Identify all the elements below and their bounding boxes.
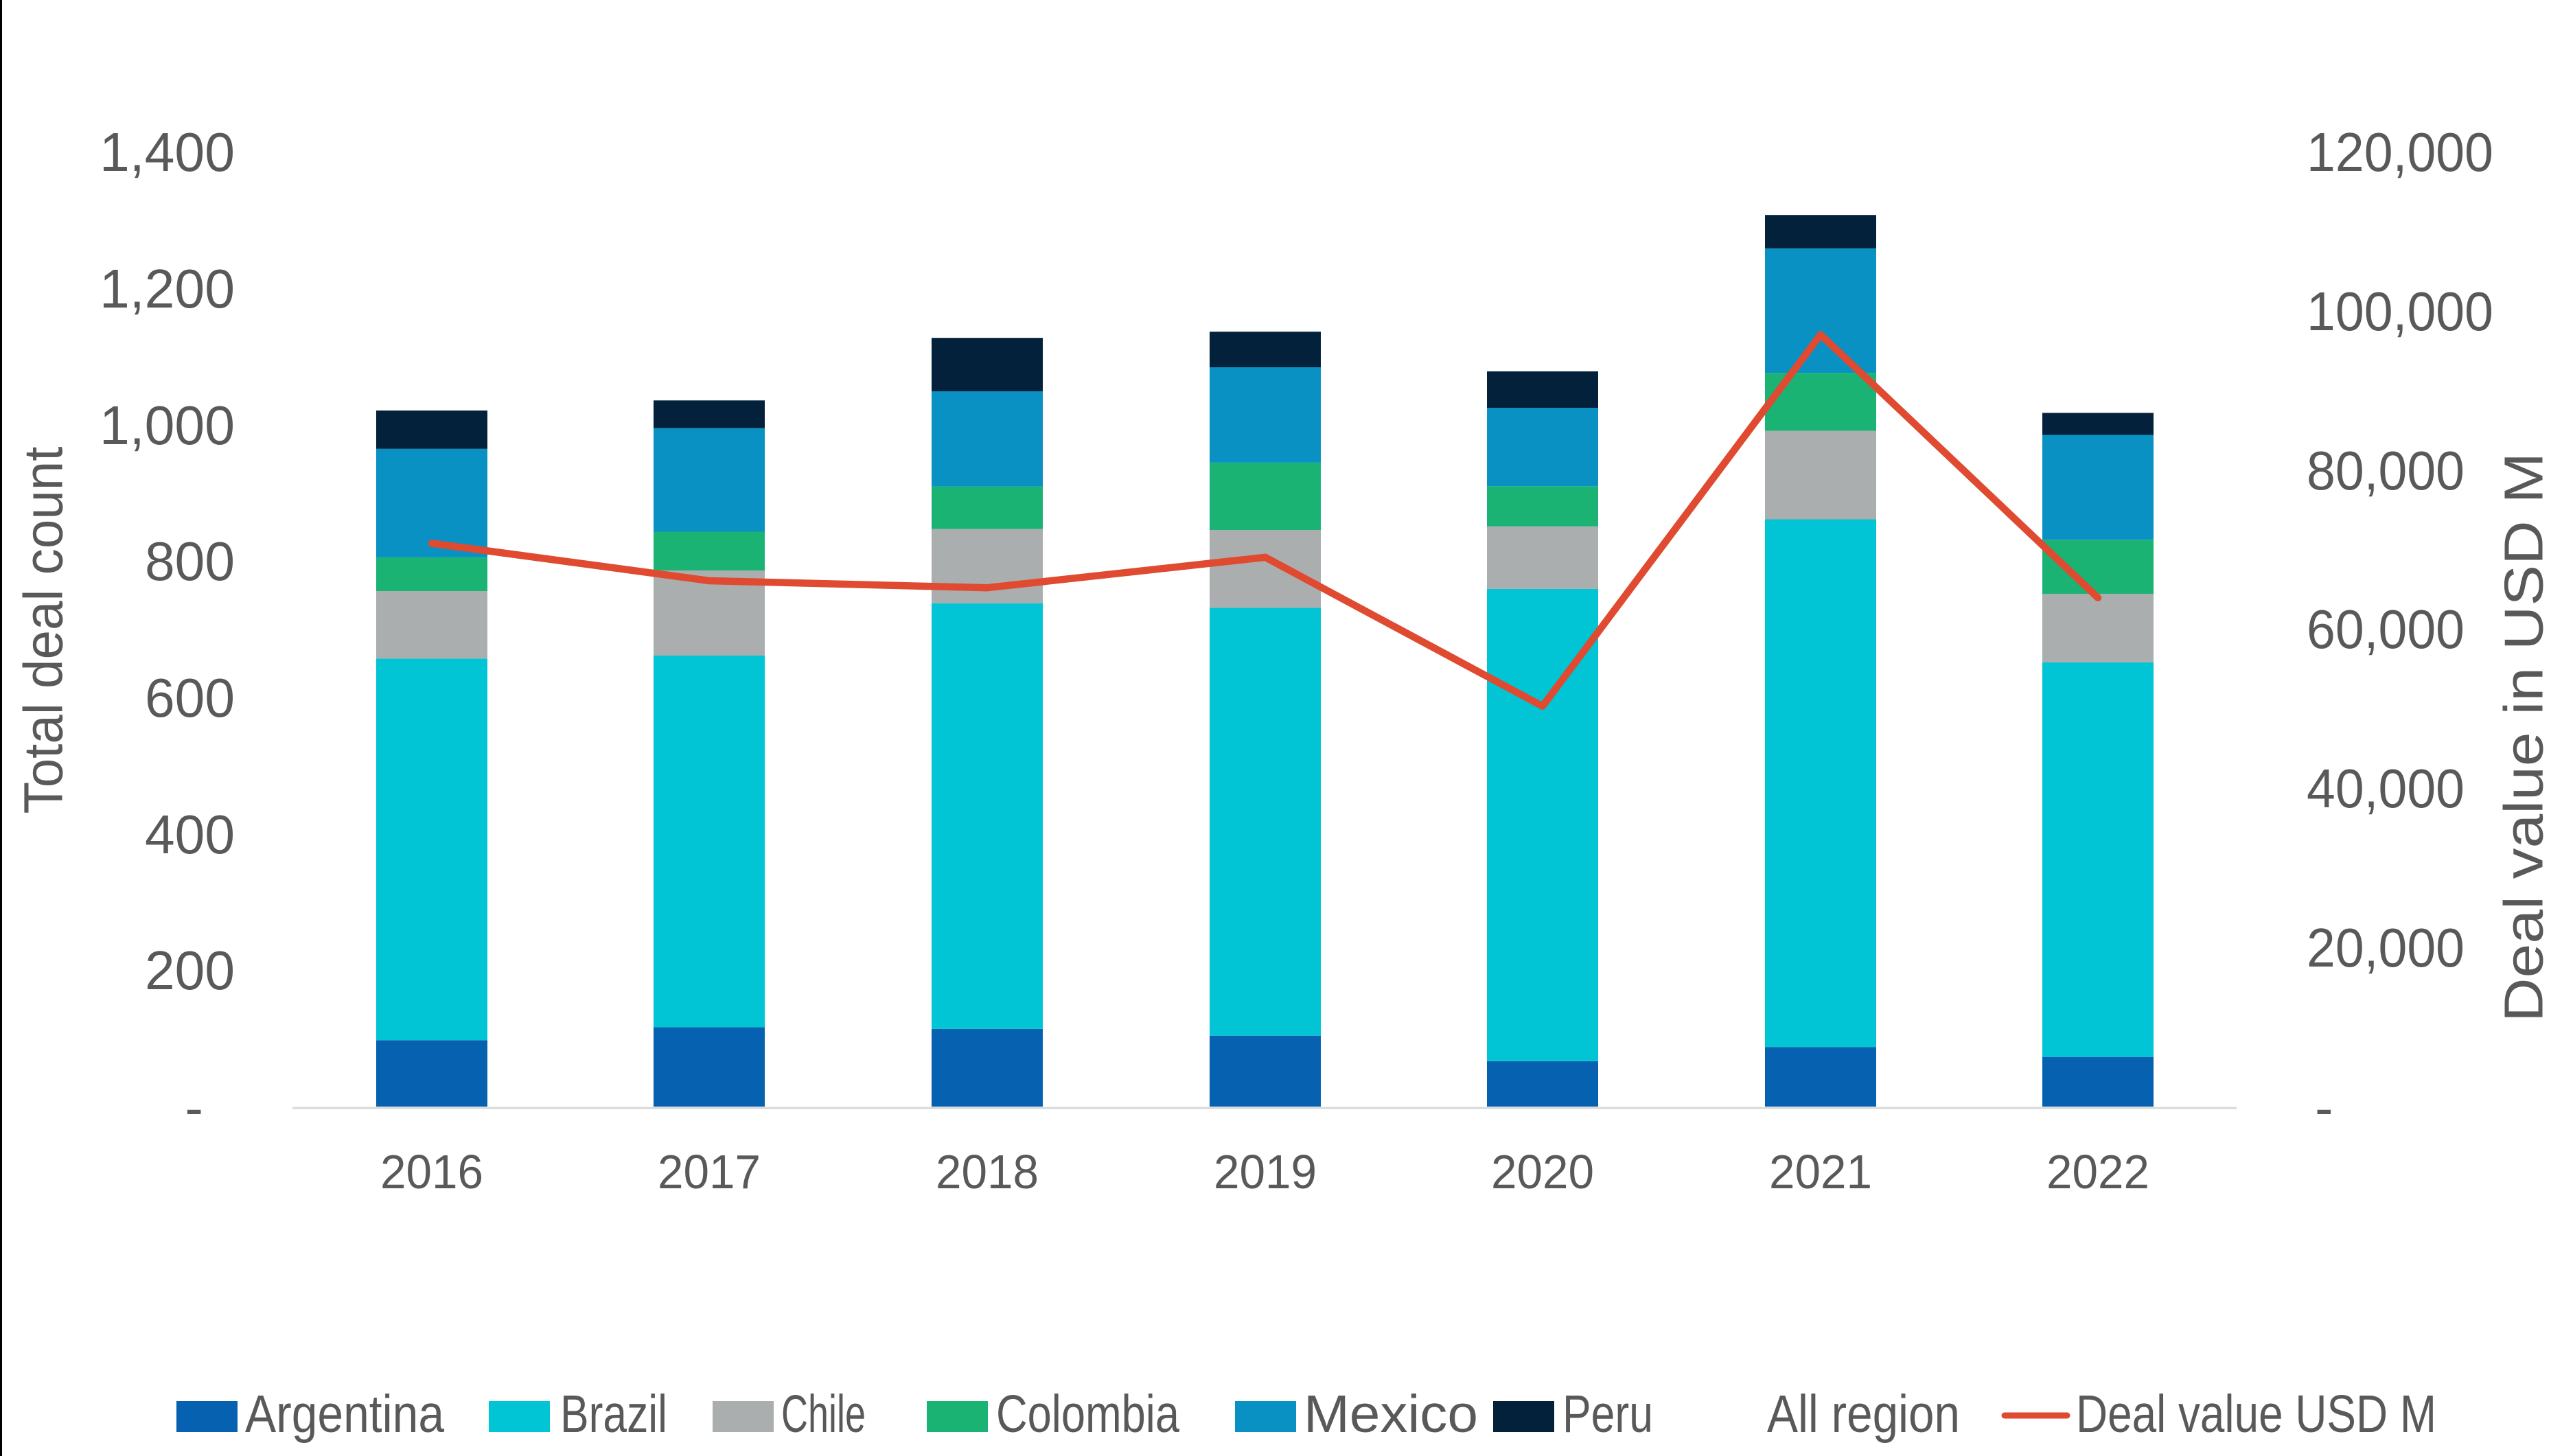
svg-text:All region: All region	[1767, 1385, 1960, 1444]
svg-text:Mexico: Mexico	[1304, 1385, 1478, 1444]
svg-text:Argentina: Argentina	[245, 1385, 444, 1444]
svg-text:2020: 2020	[1491, 1145, 1594, 1199]
svg-text:40,000: 40,000	[2307, 758, 2465, 819]
svg-text:1,000: 1,000	[100, 395, 235, 456]
svg-text:Colombia: Colombia	[996, 1385, 1179, 1444]
svg-text:2021: 2021	[1769, 1145, 1872, 1199]
svg-text:800: 800	[145, 531, 235, 592]
svg-text:Deal value USD M: Deal value USD M	[2076, 1385, 2436, 1444]
svg-text:2019: 2019	[1214, 1145, 1317, 1199]
svg-text:1,200: 1,200	[100, 258, 235, 319]
svg-text:400: 400	[145, 804, 235, 865]
svg-text:100,000: 100,000	[2307, 281, 2493, 342]
svg-text:20,000: 20,000	[2307, 917, 2465, 978]
svg-text:-: -	[185, 1077, 203, 1138]
svg-text:600: 600	[145, 667, 235, 728]
svg-text:Deal value in USD M: Deal value in USD M	[2493, 452, 2554, 1022]
svg-text:Total deal count: Total deal count	[13, 447, 74, 814]
svg-text:2016: 2016	[380, 1145, 483, 1199]
svg-text:2017: 2017	[658, 1145, 761, 1199]
svg-text:80,000: 80,000	[2307, 440, 2465, 501]
svg-text:200: 200	[145, 940, 235, 1001]
svg-text:Chile: Chile	[781, 1385, 866, 1444]
svg-text:-: -	[2315, 1077, 2333, 1138]
svg-text:2022: 2022	[2046, 1145, 2149, 1199]
svg-text:1,400: 1,400	[100, 122, 235, 183]
svg-text:Brazil: Brazil	[560, 1385, 667, 1444]
svg-text:Peru: Peru	[1562, 1385, 1653, 1444]
svg-text:60,000: 60,000	[2307, 599, 2465, 660]
svg-text:2018: 2018	[936, 1145, 1039, 1199]
svg-text:120,000: 120,000	[2307, 122, 2493, 183]
